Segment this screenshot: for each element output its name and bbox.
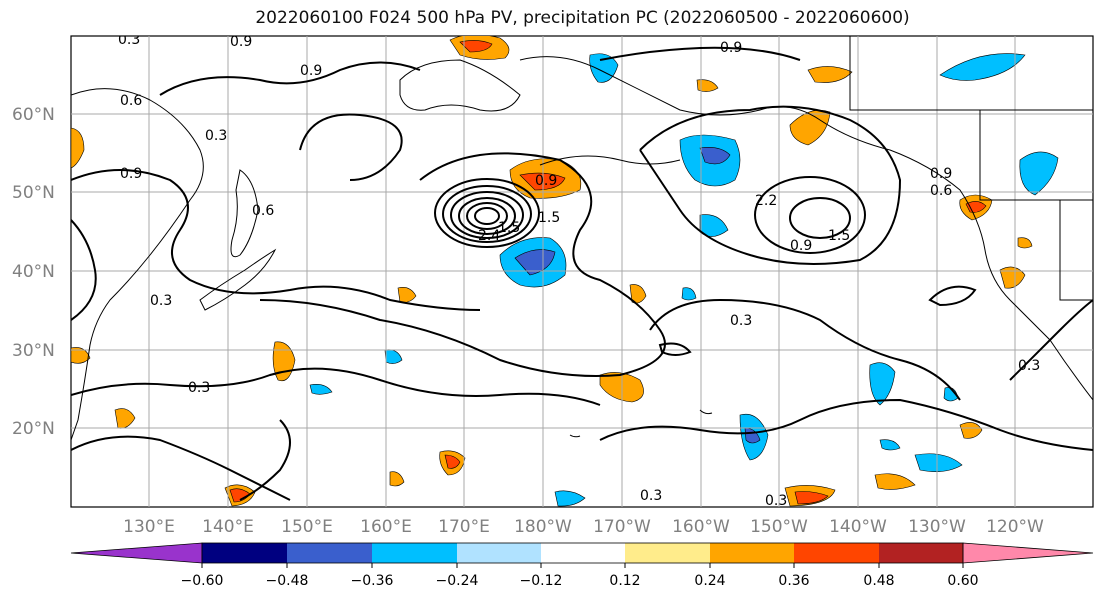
map-panel: 0.3 0.9 0.6 0.9 0.3 0.9 0.6 0.9 0.3 0.3 …	[70, 32, 1094, 509]
graticule	[71, 36, 1093, 507]
colorbar-segment	[541, 543, 625, 563]
map-title: 2022060100 F024 500 hPa PV, precipitatio…	[255, 8, 910, 28]
lon-label: 150°W	[750, 517, 808, 537]
contour-label: 2.2	[755, 193, 777, 209]
colorbar-tick: −0.60	[181, 573, 224, 589]
pv-contours	[71, 46, 1093, 501]
contour-label: 0.3	[1018, 358, 1040, 374]
colorbar-tick: 0.24	[694, 573, 725, 589]
lon-label: 140°W	[829, 517, 887, 537]
colorbar-extend-min	[70, 542, 203, 564]
contour-labels: 0.3 0.9 0.6 0.9 0.3 0.9 0.6 0.9 0.3 0.3 …	[118, 32, 1040, 509]
contour-label: 0.9	[790, 238, 812, 254]
contour-label: 0.3	[188, 380, 210, 396]
colorbar-tick: 0.12	[609, 573, 640, 589]
colorbar-tick: −0.12	[520, 573, 563, 589]
colorbar-segment	[457, 543, 541, 563]
coastlines	[71, 36, 1093, 441]
lon-label: 150°E	[281, 517, 333, 537]
lon-axis: 130°E 140°E 150°E 160°E 170°E 180°W 170°…	[123, 517, 1044, 537]
contour-label: 0.9	[535, 173, 557, 189]
lon-label: 130°E	[123, 517, 175, 537]
colorbar-tick: −0.48	[266, 573, 309, 589]
lon-label: 170°E	[438, 517, 490, 537]
contour-label: 0.6	[252, 203, 274, 219]
colorbar-segment	[710, 543, 794, 563]
contour-label: 0.3	[205, 128, 227, 144]
contour-label: 0.3	[150, 293, 172, 309]
contour-label: 0.6	[930, 183, 952, 199]
lon-label: 160°W	[672, 517, 730, 537]
contour-label: 0.3	[765, 493, 787, 509]
lat-label: 30°N	[12, 341, 55, 361]
contour-label: 0.9	[720, 40, 742, 56]
colorbar-segment	[372, 543, 457, 563]
lon-label: 180°W	[514, 517, 572, 537]
lon-label: 130°W	[908, 517, 966, 537]
contour-label: 2.4	[478, 228, 500, 244]
colorbar-segment	[879, 543, 963, 563]
colorbar-segment	[625, 543, 710, 563]
lat-axis: 60°N 50°N 40°N 30°N 20°N	[12, 105, 55, 439]
colorbar-tick: 0.48	[863, 573, 894, 589]
lat-label: 60°N	[12, 105, 55, 125]
contour-label: 1.5	[538, 210, 560, 226]
lon-label: 120°W	[986, 517, 1044, 537]
contour-label: 0.9	[930, 166, 952, 182]
colorbar-tick: 0.36	[778, 573, 809, 589]
colorbar: −0.60 −0.48 −0.36 −0.24 −0.12 0.12 0.24 …	[70, 542, 1094, 589]
lon-label: 140°E	[202, 517, 254, 537]
contour-label: 0.3	[730, 313, 752, 329]
contour-label: 1.5	[828, 228, 850, 244]
contour-label: 0.9	[230, 34, 252, 50]
colorbar-tick: −0.24	[436, 573, 479, 589]
colorbar-tick: −0.36	[351, 573, 394, 589]
lat-label: 40°N	[12, 262, 55, 282]
colorbar-tick: 0.60	[947, 573, 978, 589]
lat-label: 50°N	[12, 183, 55, 203]
contour-label: 0.6	[120, 93, 142, 109]
contour-label: 1.5	[498, 220, 520, 236]
lon-label: 170°W	[593, 517, 651, 537]
lon-label: 160°E	[360, 517, 412, 537]
lat-label: 20°N	[12, 419, 55, 439]
colorbar-segment	[202, 543, 287, 563]
contour-label: 0.9	[120, 166, 142, 182]
contour-label: 0.9	[300, 63, 322, 79]
colorbar-segment	[794, 543, 879, 563]
contour-label: 0.3	[118, 32, 140, 48]
contour-label: 0.3	[640, 488, 662, 504]
colorbar-extend-max	[962, 542, 1094, 564]
colorbar-segment	[287, 543, 372, 563]
